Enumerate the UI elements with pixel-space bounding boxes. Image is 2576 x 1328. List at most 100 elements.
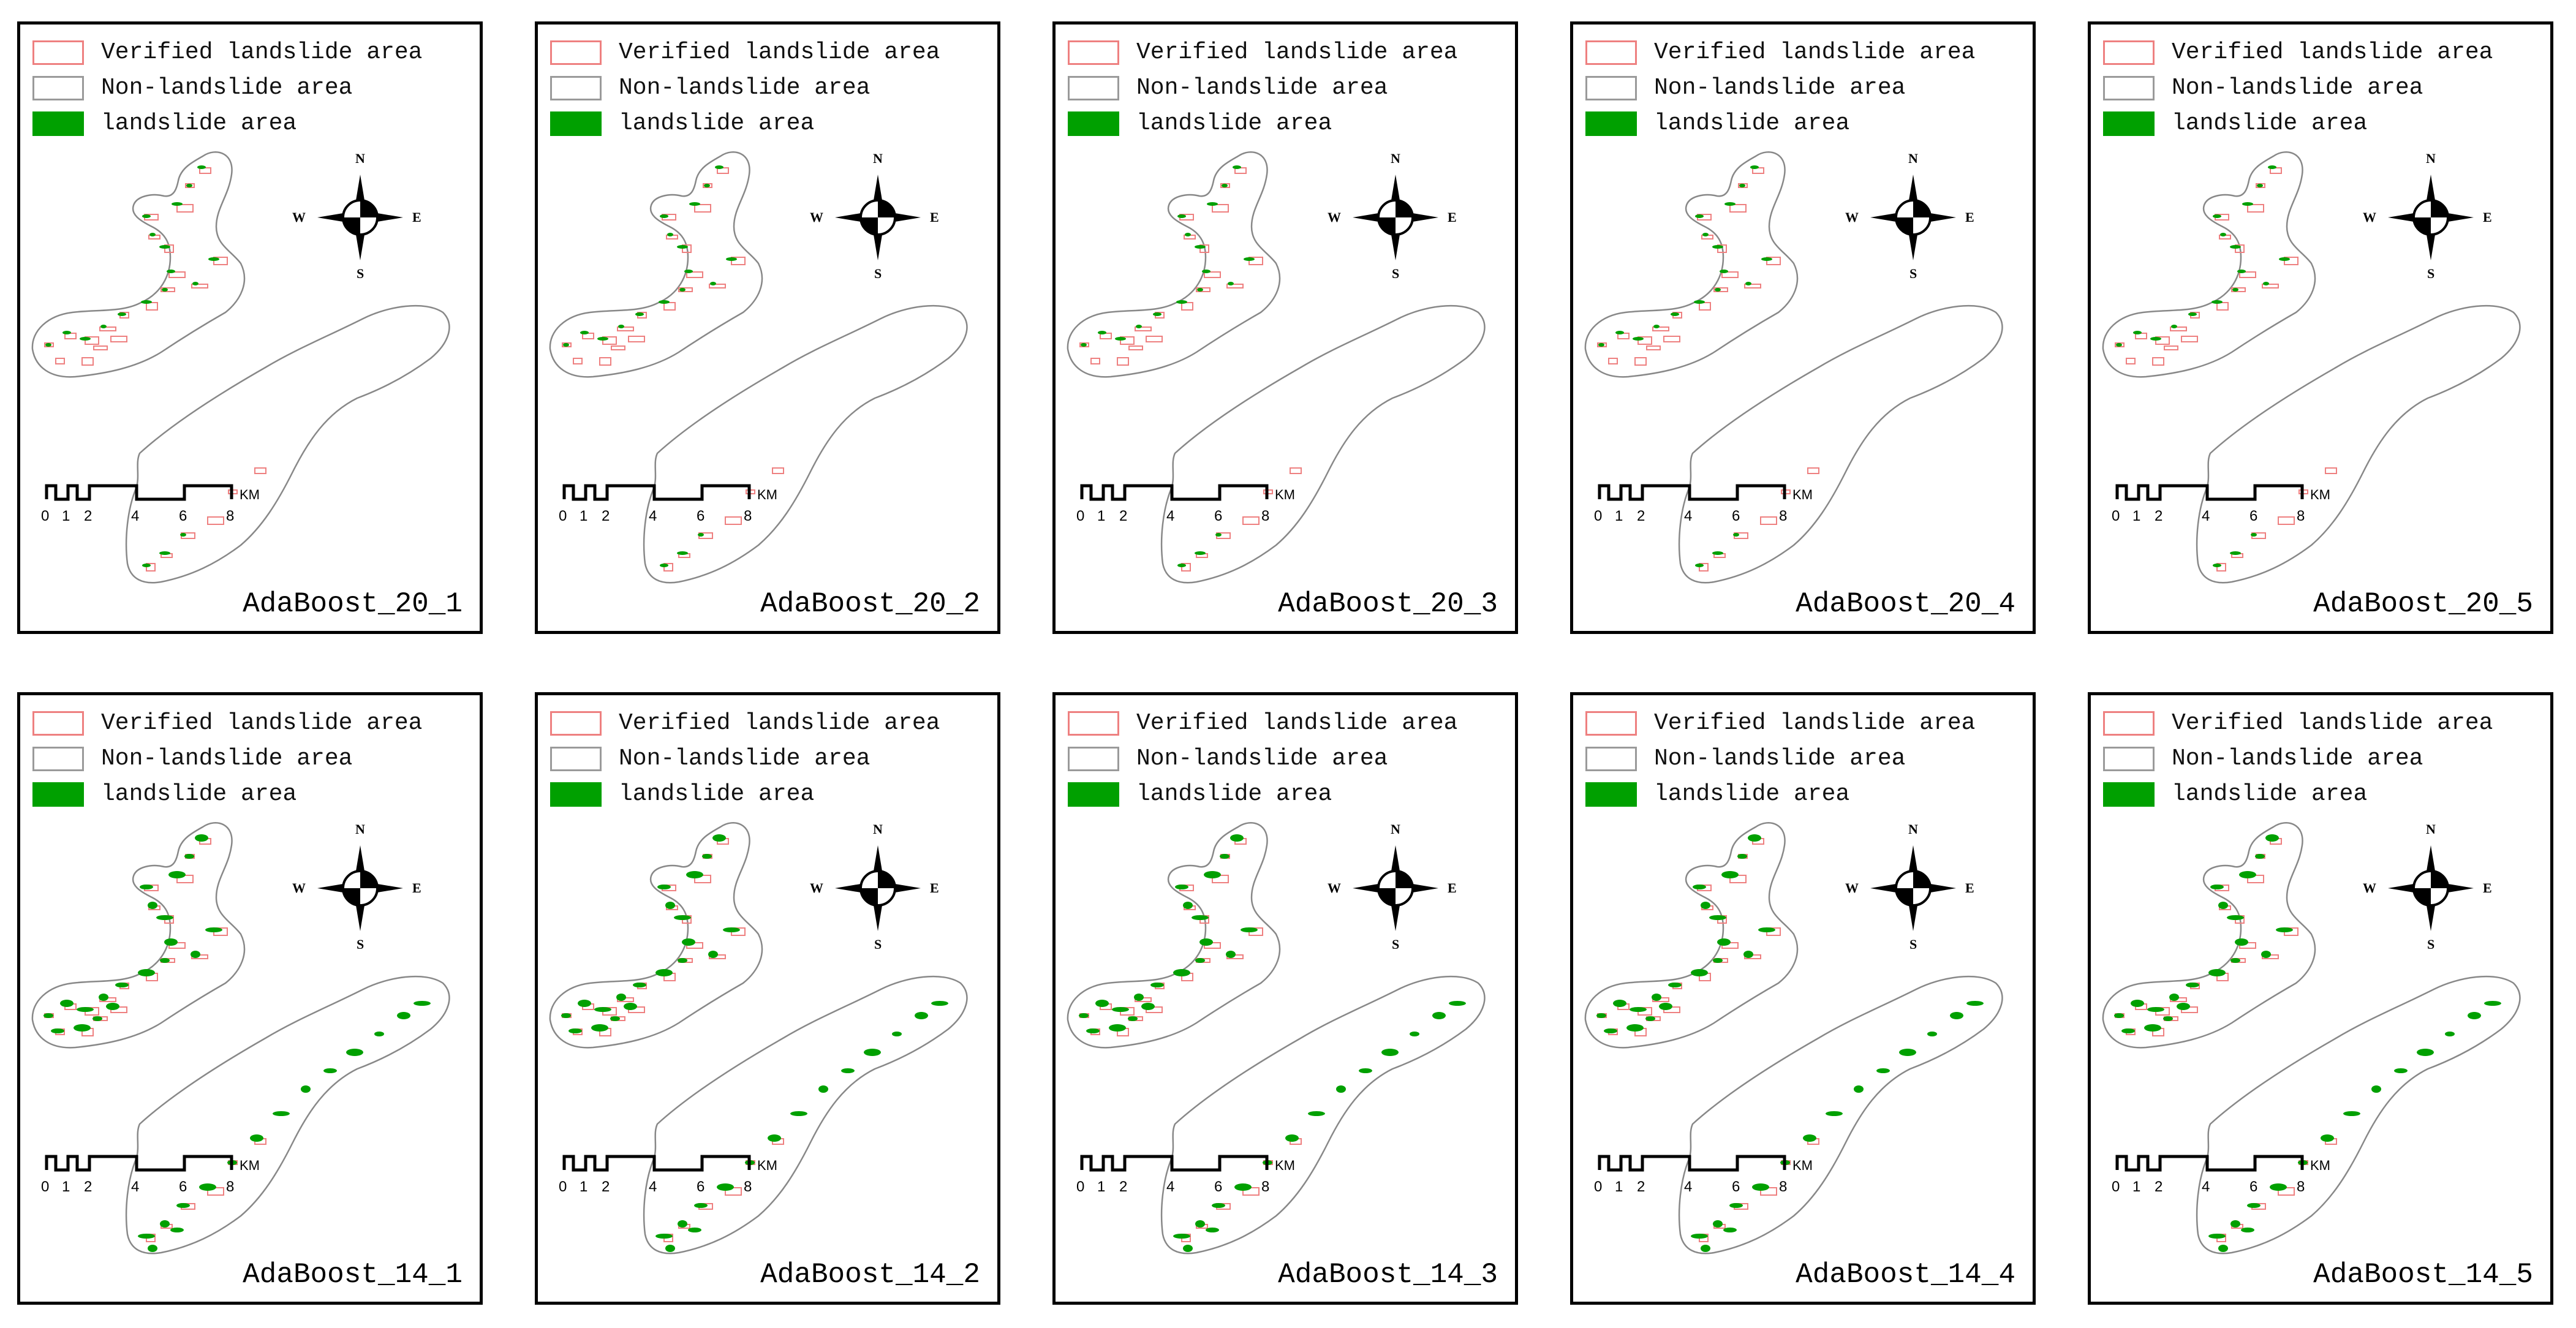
- verified-patch: [2181, 336, 2198, 342]
- scale-tick-0: 0: [1076, 508, 1085, 524]
- scale-tick-0: 0: [559, 1179, 567, 1195]
- compass-w-label: W: [2363, 209, 2376, 225]
- landslide-patch: [2213, 214, 2221, 218]
- compass-rose: N S E W: [1845, 151, 1974, 281]
- verified-swatch: [1068, 40, 1119, 65]
- landslide-patch: [1652, 994, 1661, 1001]
- map-panel-9: Verified landslide area Non-landslide ar…: [1570, 692, 2036, 1305]
- valley-outline: [1678, 975, 2003, 1254]
- landslide-patch: [162, 288, 168, 292]
- landslide-patch: [1173, 1234, 1190, 1239]
- landslide-patch: [1432, 1012, 1446, 1019]
- landslide-patch: [1449, 1001, 1466, 1006]
- compass-s-label: S: [2427, 266, 2435, 281]
- landslide-patch: [2235, 938, 2248, 946]
- compass-rose: N S E W: [2363, 151, 2492, 281]
- predicted-landslide-marks: [563, 165, 737, 567]
- landslide-patch: [561, 1013, 571, 1018]
- non-landslide-swatch: [32, 747, 84, 771]
- scale-tick-2: 2: [602, 1179, 610, 1195]
- predicted-landslide-marks: [2116, 165, 2290, 567]
- verified-patch: [1146, 336, 1163, 342]
- landslide-patch: [2218, 1245, 2228, 1252]
- landslide-patch: [1596, 1013, 1606, 1018]
- landslide-patch: [1195, 551, 1206, 555]
- landslide-patch: [191, 951, 200, 958]
- verified-swatch: [32, 711, 84, 736]
- verified-patch: [678, 287, 693, 292]
- landslide-patch: [1308, 1111, 1325, 1116]
- scale-tick-2: 2: [602, 508, 610, 524]
- legend-label-verified: Verified landslide area: [101, 710, 423, 736]
- landslide-patch: [2213, 564, 2221, 567]
- landslide-patch: [1195, 958, 1205, 963]
- legend-label-verified: Verified landslide area: [1654, 39, 1976, 66]
- landslide-patch: [2230, 958, 2240, 963]
- verified-patch: [2239, 271, 2256, 278]
- landslide-patch: [1098, 331, 1106, 334]
- landslide-patch: [1336, 1085, 1346, 1093]
- landslide-patch: [712, 834, 726, 842]
- legend-label-landslide: landslide area: [619, 110, 815, 137]
- landslide-patch: [138, 1234, 155, 1239]
- landslide-patch: [1195, 245, 1206, 249]
- landslide-patch: [2445, 1032, 2455, 1036]
- non-landslide-swatch: [2103, 76, 2155, 100]
- verified-patch: [617, 326, 634, 331]
- verified-patch: [1212, 204, 1229, 213]
- scale-tick-8: 8: [2297, 1179, 2305, 1195]
- landslide-patch: [563, 343, 569, 347]
- verified-patch: [44, 342, 54, 347]
- landslide-patch: [1604, 1028, 1617, 1033]
- scale-bar: 0 1 2 4 6 8 KM: [41, 481, 265, 536]
- scale-bar-graphic: [562, 1155, 751, 1172]
- compass-s-label: S: [1392, 937, 1400, 952]
- landslide-patch: [2227, 915, 2244, 920]
- landslide-patch: [686, 871, 703, 878]
- landslide-patch: [660, 564, 668, 567]
- scale-tick-6: 6: [2249, 508, 2258, 524]
- map-panel-8: Verified landslide area Non-landslide ar…: [1052, 692, 1518, 1305]
- landslide-patch: [1713, 1220, 1723, 1228]
- verified-patch: [1738, 183, 1748, 188]
- verified-patch: [2115, 342, 2125, 347]
- study-area-outline: [2102, 822, 2316, 1049]
- verified-swatch: [2103, 711, 2155, 736]
- map-panel-1: Verified landslide area Non-landslide ar…: [17, 21, 483, 634]
- landslide-patch: [818, 1085, 828, 1093]
- landslide-patch: [186, 184, 192, 187]
- landslide-patch: [172, 202, 183, 206]
- verified-patch: [1807, 467, 1819, 474]
- landslide-patch: [1128, 1016, 1138, 1021]
- landslide-patch: [1709, 915, 1726, 920]
- compass-icon: [317, 175, 403, 260]
- panel-title: AdaBoost_20_1: [243, 588, 463, 620]
- landslide-patch: [1743, 951, 1753, 958]
- panel-title: AdaBoost_14_2: [760, 1259, 980, 1291]
- landslide-patch: [915, 1012, 928, 1019]
- verified-swatch: [32, 40, 84, 65]
- scale-tick-2: 2: [1637, 508, 1645, 524]
- panel-title: AdaBoost_20_4: [1796, 588, 2015, 620]
- verified-patch: [2152, 357, 2164, 366]
- panel-title: AdaBoost_20_3: [1278, 588, 1498, 620]
- landslide-patch: [931, 1001, 948, 1006]
- landslide-patch: [678, 958, 687, 963]
- compass-n-label: N: [1908, 821, 1918, 837]
- scale-tick-2: 2: [2155, 1179, 2163, 1195]
- scale-tick-0: 0: [559, 508, 567, 524]
- landslide-patch: [723, 927, 740, 932]
- compass-s-label: S: [874, 937, 882, 952]
- verified-patch: [1597, 342, 1607, 347]
- landslide-patch: [1750, 165, 1759, 169]
- map-panel-6: Verified landslide area Non-landslide ar…: [17, 692, 483, 1305]
- map-panel-5: Verified landslide area Non-landslide ar…: [2088, 21, 2553, 634]
- landslide-patch: [1737, 854, 1747, 859]
- compass-rose: N S E W: [810, 821, 939, 952]
- landslide-patch: [2208, 969, 2226, 976]
- verified-swatch: [550, 711, 602, 736]
- landslide-patch: [591, 1024, 608, 1032]
- landslide-patch: [1134, 994, 1144, 1001]
- landslide-patch: [1729, 1203, 1743, 1208]
- landslide-patch: [138, 969, 155, 976]
